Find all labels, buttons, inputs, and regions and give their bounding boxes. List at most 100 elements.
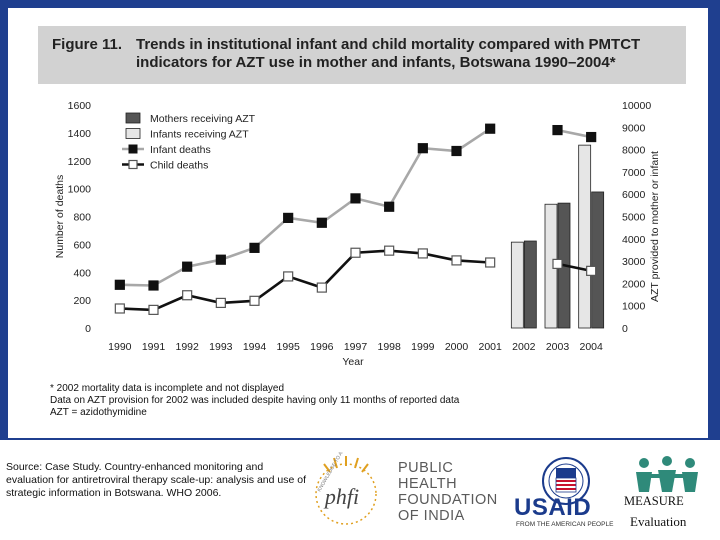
infant-deaths-point — [417, 143, 428, 154]
figure-notes: * 2002 mortality data is incomplete and … — [50, 383, 459, 419]
y-left-tick-label: 1600 — [68, 100, 92, 112]
phfi-line-1: PUBLIC — [398, 460, 454, 476]
infant-deaths-line — [119, 127, 491, 287]
infant-deaths-point — [249, 242, 260, 253]
x-tick-label: 2001 — [478, 341, 502, 353]
x-tick-label: 1992 — [175, 341, 199, 353]
x-tick-label: 2000 — [445, 341, 469, 353]
x-tick-label: 1991 — [142, 341, 166, 353]
x-tick-label: 1999 — [411, 341, 435, 353]
child-deaths-point — [182, 290, 193, 301]
y-left-tick-label: 400 — [73, 267, 91, 279]
child-deaths-point — [283, 271, 294, 282]
y-left-tick-label: 600 — [73, 239, 91, 251]
x-tick-label: 2004 — [579, 341, 603, 353]
infant-deaths-line — [557, 128, 592, 139]
y-right-tick-label: 10000 — [622, 100, 651, 112]
phfi-line-4: OF INDIA — [398, 508, 465, 524]
note-line-2: Data on AZT provision for 2002 was inclu… — [50, 395, 460, 406]
y-right-tick-label: 2000 — [622, 278, 646, 290]
infant-deaths-point — [586, 131, 597, 143]
legend-marker-infant-deaths — [128, 144, 138, 154]
bar-mothers-azt — [523, 240, 537, 329]
figure-label: Figure 11. — [52, 36, 123, 53]
child-deaths-point — [114, 303, 125, 314]
legend-label: Child deaths — [150, 160, 208, 172]
y-left-tick-label: 1200 — [68, 156, 92, 168]
mortality-azt-chart: 0 200 400 600 800 1000 1200 1400 1600 0 1000 2000 30… — [54, 100, 661, 368]
note-line-3: AZT = azidothymidine — [50, 407, 147, 418]
y-left-tick-label: 200 — [73, 295, 91, 307]
infant-deaths-point — [215, 254, 226, 265]
legend-label: Mothers receiving AZT — [150, 113, 256, 125]
infant-deaths-point — [283, 212, 294, 223]
y-left-tick-label: 1400 — [68, 128, 92, 140]
x-tick-label: 2002 — [512, 341, 536, 353]
y-right-tick-label: 9000 — [622, 122, 646, 134]
note-line-1: * 2002 mortality data is incomplete and … — [50, 383, 285, 394]
infant-deaths-point — [384, 201, 395, 212]
measure-people-icon — [636, 456, 698, 492]
legend-marker-child-deaths — [128, 159, 138, 170]
infant-deaths-point — [148, 280, 159, 291]
x-tick-label: 1994 — [243, 341, 267, 353]
infant-deaths-point — [114, 279, 125, 290]
infant-deaths-point — [451, 145, 462, 157]
y-right-tick-label: 0 — [622, 323, 628, 335]
usaid-tagline: FROM THE AMERICAN PEOPLE — [516, 521, 614, 528]
child-deaths-point — [451, 255, 462, 266]
bar-infants-azt — [510, 241, 524, 329]
x-axis-title: Year — [342, 356, 364, 368]
child-deaths-line — [119, 249, 491, 312]
y-right-tick-label: 4000 — [622, 234, 646, 246]
child-deaths-point — [552, 258, 563, 269]
legend-label: Infant deaths — [150, 144, 211, 156]
infant-deaths-point — [552, 124, 563, 136]
x-tick-label: 1996 — [310, 341, 334, 353]
y-left-tick-label: 0 — [85, 323, 91, 335]
phfi-mark: phfi — [323, 484, 359, 509]
y-right-tick-label: 6000 — [622, 189, 646, 201]
y-left-tick-label: 1000 — [68, 184, 92, 196]
phfi-line-3: FOUNDATION — [398, 492, 498, 508]
bar-infants-azt — [578, 144, 592, 329]
phfi-logo-icon: phfi KNOWLEDGE TO ACTION — [315, 452, 377, 525]
x-tick-label: 1997 — [344, 341, 368, 353]
child-deaths-line — [557, 262, 592, 273]
measure-wordmark: MEASURE — [624, 494, 684, 508]
figure-title: Trends in institutional infant and child… — [136, 36, 676, 72]
child-deaths-point — [215, 297, 226, 309]
title-band — [38, 26, 686, 84]
x-tick-label: 1993 — [209, 341, 233, 353]
usaid-seal-icon — [542, 457, 590, 505]
usaid-wordmark: USAID — [514, 494, 592, 521]
child-deaths-point — [384, 245, 395, 256]
y-right-tick-label: 7000 — [622, 167, 646, 179]
source-citation: Source: Case Study. Country-enhanced mon… — [6, 461, 306, 499]
child-deaths-point — [316, 282, 327, 293]
y-right-tick-label: 8000 — [622, 145, 646, 157]
legend-swatch-infants — [125, 128, 141, 139]
phfi-wordmark: PUBLIC HEALTH FOUNDATION OF INDIA — [398, 460, 498, 524]
infant-deaths-point — [182, 261, 193, 272]
child-deaths-point — [586, 265, 597, 276]
infant-deaths-point — [485, 123, 496, 134]
figure-title-line-1: Trends in institutional infant and child… — [136, 36, 641, 53]
x-tick-label: 1995 — [276, 341, 300, 353]
child-deaths-point — [148, 304, 159, 315]
bar-mothers-azt — [591, 191, 605, 329]
y-right-tick-label: 1000 — [622, 301, 646, 313]
legend-label: Infants receiving AZT — [150, 129, 249, 141]
x-tick-label: 1990 — [108, 341, 132, 353]
figure-title-line-2: indicators for AZT use in mother and inf… — [136, 54, 616, 71]
phfi-line-2: HEALTH — [398, 476, 458, 492]
child-deaths-point — [249, 295, 260, 306]
measure-evaluation: Evaluation — [630, 514, 687, 529]
y-right-tick-label: 5000 — [622, 212, 646, 224]
y-left-tick-label: 800 — [73, 212, 91, 224]
x-tick-label: 2003 — [546, 341, 570, 353]
child-deaths-point — [485, 257, 496, 268]
infant-deaths-point — [316, 217, 327, 228]
y-left-axis-title: Number of deaths — [54, 175, 66, 258]
child-deaths-point — [417, 248, 428, 259]
